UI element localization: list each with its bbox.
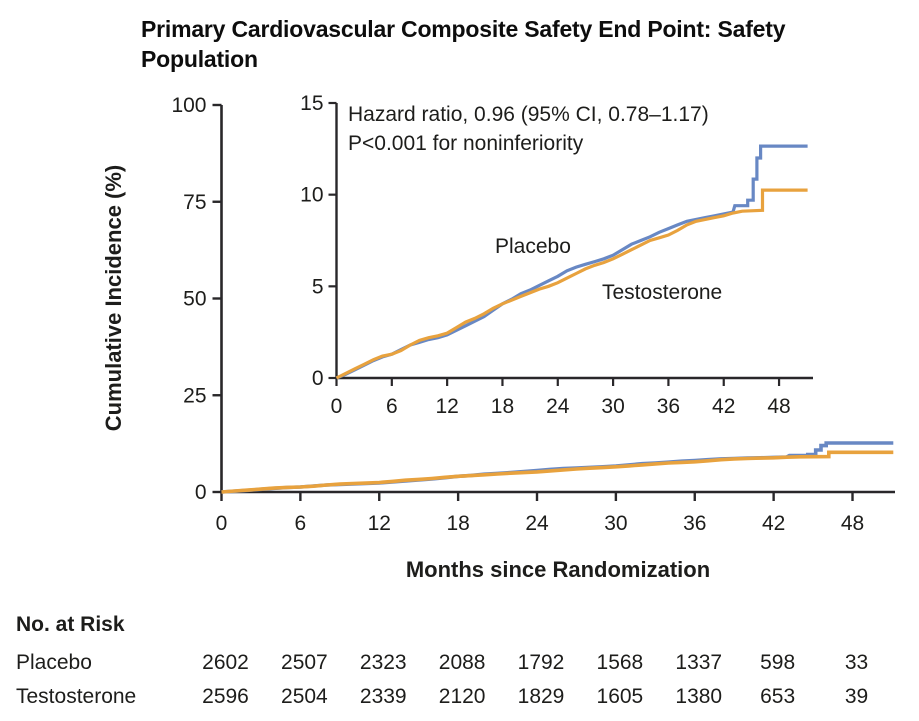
main-x-tick-label: 48 — [841, 512, 864, 535]
figure-title-line1: Primary Cardiovascular Composite Safety … — [141, 16, 786, 42]
hazard-ratio-annotation: Hazard ratio, 0.96 (95% CI, 0.78–1.17) — [348, 103, 709, 126]
inset-x-tick-label: 0 — [331, 395, 343, 418]
testosterone-curve-main — [221, 450, 894, 494]
at-risk-value: 1380 — [675, 685, 722, 708]
main-x-tick-label: 36 — [683, 512, 706, 535]
p-value-annotation: P<0.001 for noninferiority — [348, 132, 584, 155]
inset-y-tick-label: 10 — [300, 184, 323, 207]
inset-x-tick-label: 42 — [712, 395, 735, 418]
main-y-tick-label: 50 — [183, 288, 206, 311]
at-risk-row-label: Testosterone — [16, 685, 136, 708]
at-risk-value: 2507 — [281, 651, 328, 674]
at-risk-value: 2504 — [281, 685, 328, 708]
main-x-tick-label: 30 — [604, 512, 627, 535]
inset-x-tick-label: 18 — [491, 395, 514, 418]
inset-y-tick-label: 5 — [312, 275, 324, 298]
main-axes — [220, 105, 895, 494]
main-y-tick-label: 0 — [195, 481, 207, 504]
inset-y-tick-label: 15 — [300, 92, 323, 115]
at-risk-value: 39 — [845, 685, 868, 708]
at-risk-value: 1829 — [518, 685, 565, 708]
main-x-tick-label: 0 — [216, 512, 228, 535]
at-risk-value: 2088 — [439, 651, 486, 674]
at-risk-value: 2596 — [202, 685, 249, 708]
y-axis-title: Cumulative Incidence (%) — [101, 165, 126, 432]
main-x-tick-label: 42 — [762, 512, 785, 535]
at-risk-value: 653 — [760, 685, 795, 708]
at-risk-value: 1337 — [675, 651, 722, 674]
main-y-tick-label: 25 — [183, 384, 206, 407]
inset-x-tick-label: 48 — [767, 395, 790, 418]
main-x-tick-label: 6 — [295, 512, 307, 535]
x-axis-title: Months since Randomization — [406, 557, 710, 582]
at-risk-value: 1568 — [597, 651, 644, 674]
at-risk-value: 33 — [845, 651, 868, 674]
inset-x-tick-label: 12 — [435, 395, 458, 418]
testosterone-curve-label: Testosterone — [602, 281, 722, 304]
main-x-tick-label: 12 — [368, 512, 391, 535]
at-risk-value: 1792 — [518, 651, 565, 674]
inset-x-tick-label: 24 — [546, 395, 570, 418]
main-x-tick-label: 18 — [446, 512, 469, 535]
at-risk-value: 2120 — [439, 685, 486, 708]
main-x-tick-label: 24 — [525, 512, 549, 535]
placebo-curve-inset — [335, 144, 808, 380]
at-risk-value: 1605 — [597, 685, 644, 708]
at-risk-value: 2339 — [360, 685, 407, 708]
inset-x-tick-label: 30 — [601, 395, 624, 418]
figure-title: Primary Cardiovascular Composite Safety … — [141, 14, 919, 74]
at-risk-heading: No. at Risk — [16, 613, 125, 636]
inset-x-tick-label: 36 — [657, 395, 680, 418]
testosterone-curve-inset — [335, 188, 808, 380]
figure-title-line2: Population — [141, 46, 258, 72]
inset-y-tick-label: 0 — [312, 367, 324, 390]
at-risk-value: 598 — [760, 651, 795, 674]
at-risk-row-label: Placebo — [16, 651, 92, 674]
main-y-tick-label: 75 — [183, 191, 206, 214]
inset-x-tick-label: 6 — [386, 395, 398, 418]
at-risk-value: 2602 — [202, 651, 249, 674]
placebo-curve-label: Placebo — [495, 235, 571, 258]
main-y-tick-label: 100 — [171, 94, 206, 117]
at-risk-value: 2323 — [360, 651, 407, 674]
